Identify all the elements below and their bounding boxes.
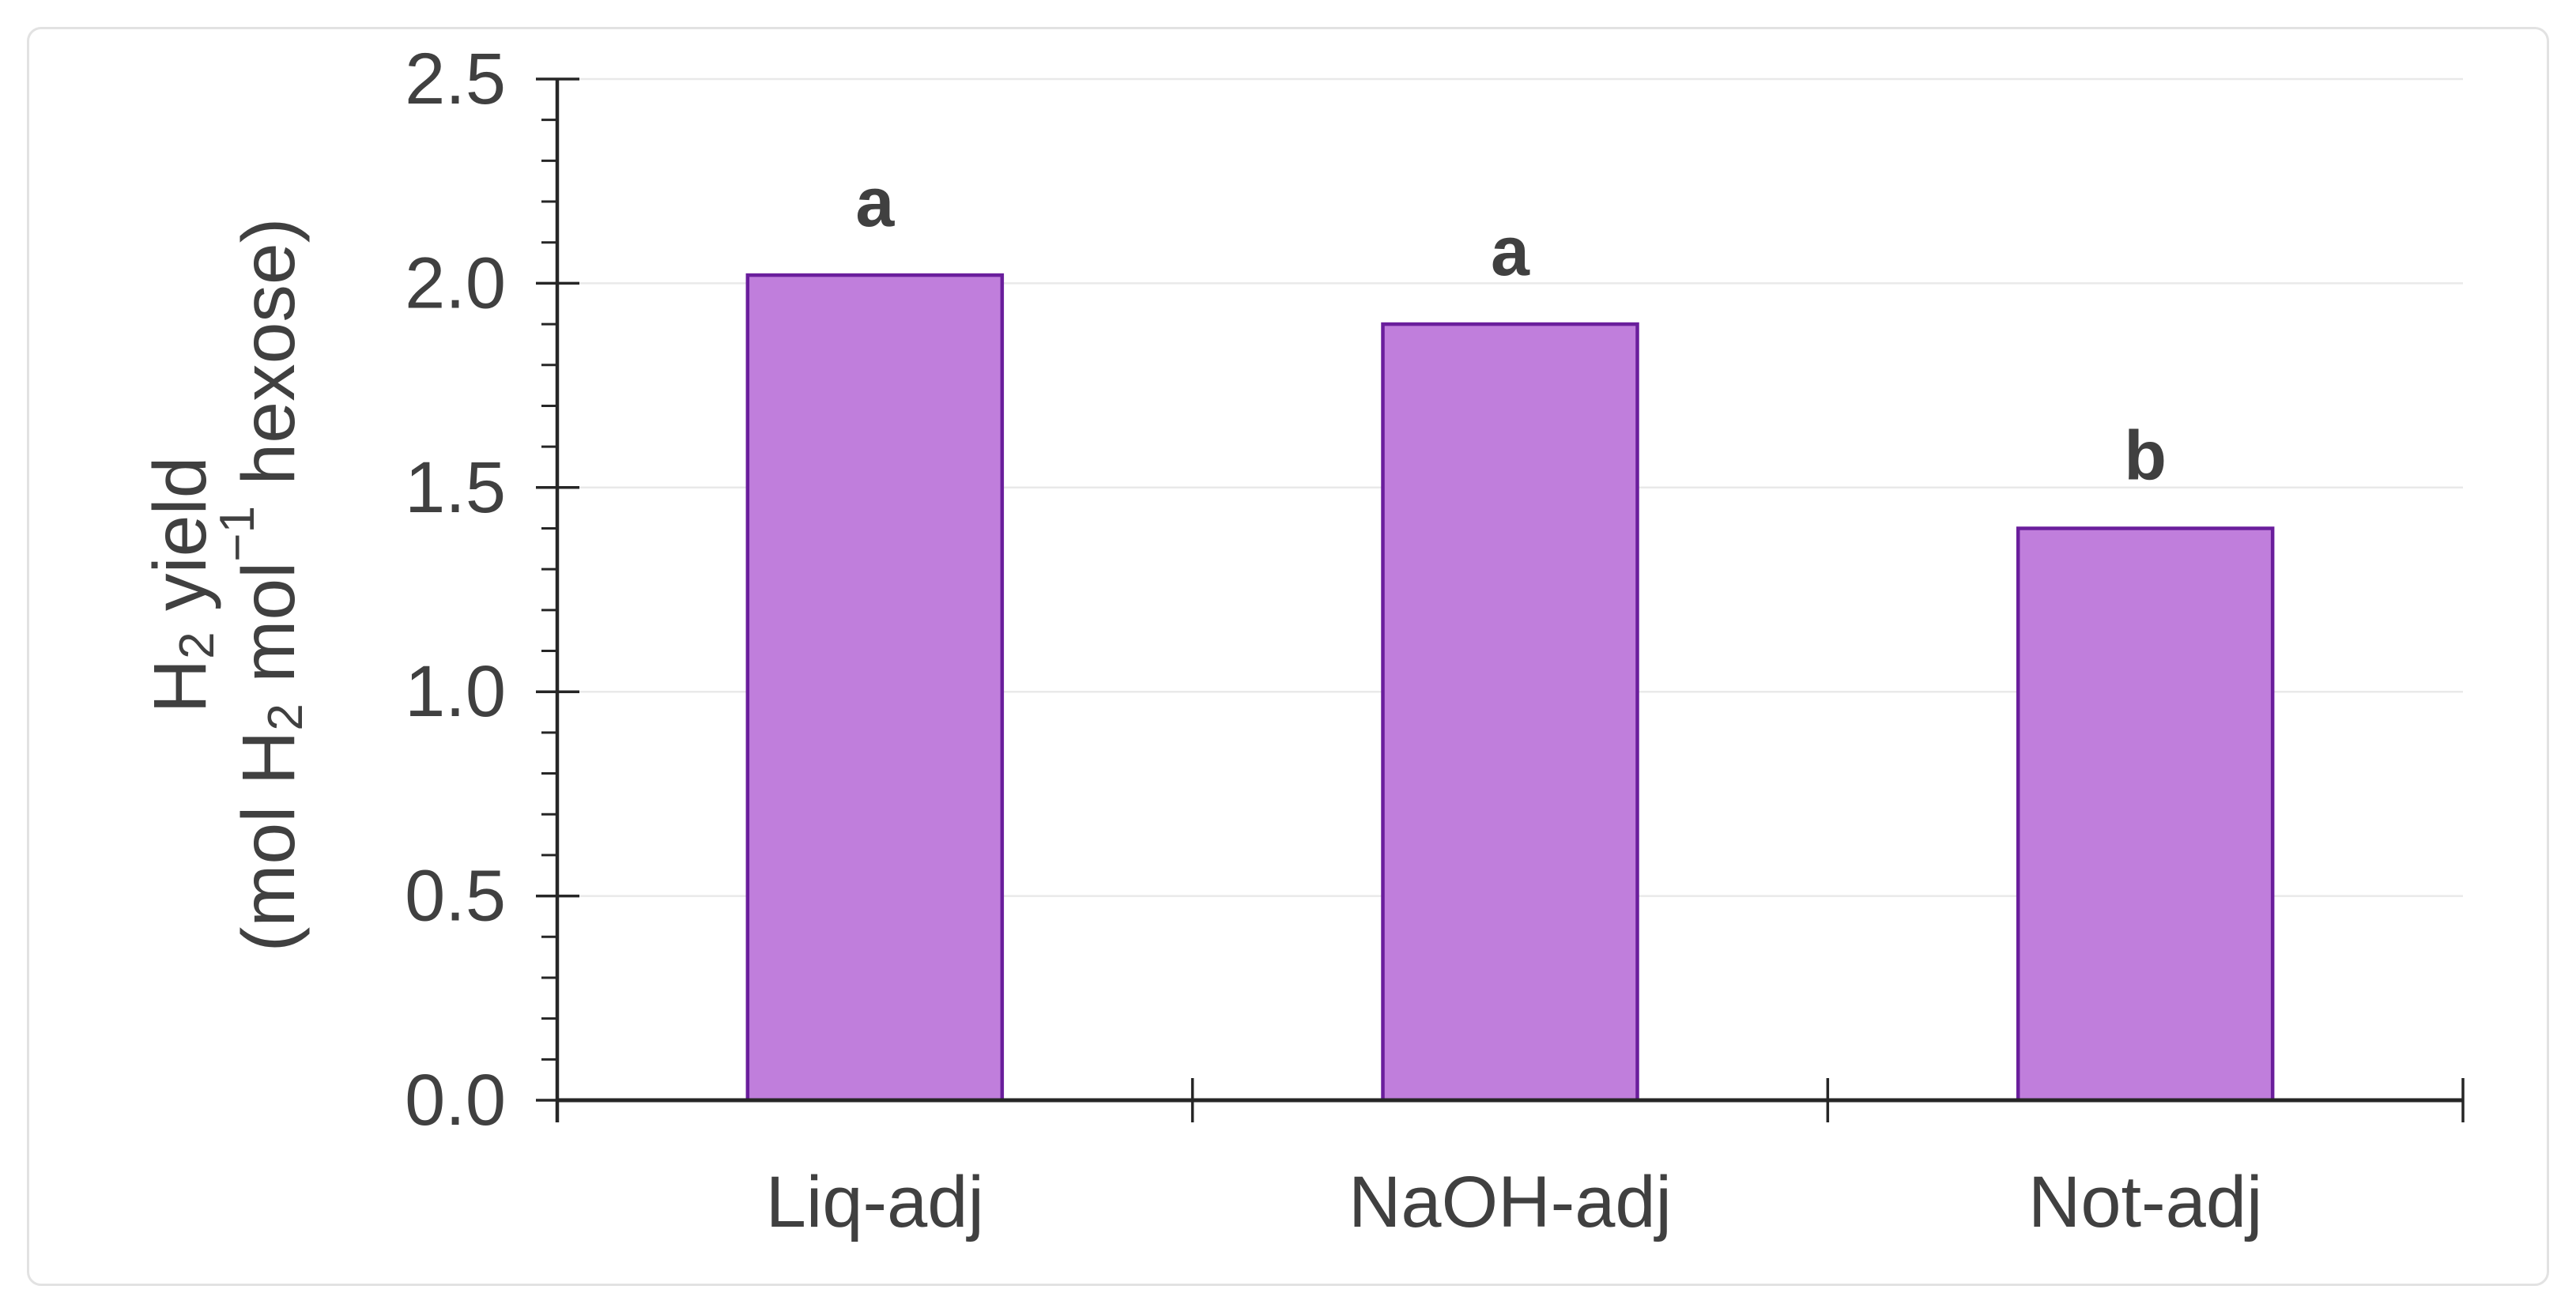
x-category-label-not-adj: Not-adj <box>2028 1162 2263 1242</box>
significance-letter-liq-adj: a <box>855 163 895 241</box>
y-tick-label: 2.5 <box>405 39 506 119</box>
significance-letter-naoh-adj: a <box>1491 212 1530 290</box>
x-category-label-naoh-adj: NaOH-adj <box>1348 1162 1672 1242</box>
y-tick-label: 1.0 <box>405 651 506 732</box>
y-tick-label: 0.0 <box>405 1060 506 1141</box>
x-category-label-liq-adj: Liq-adj <box>766 1162 984 1242</box>
significance-letter-not-adj: b <box>2124 416 2167 494</box>
y-axis-title-line1: H2 yield <box>138 457 224 714</box>
y-tick-label: 1.5 <box>405 447 506 528</box>
y-tick-label: 2.0 <box>405 243 506 323</box>
y-axis-title-line2: (mol H2 mol−1 hexose) <box>210 218 313 952</box>
bar-not-adj <box>2016 526 2275 1103</box>
y-tick-label: 0.5 <box>405 856 506 937</box>
bar-naoh-adj <box>1381 322 1639 1103</box>
bar-liq-adj <box>745 273 1005 1103</box>
